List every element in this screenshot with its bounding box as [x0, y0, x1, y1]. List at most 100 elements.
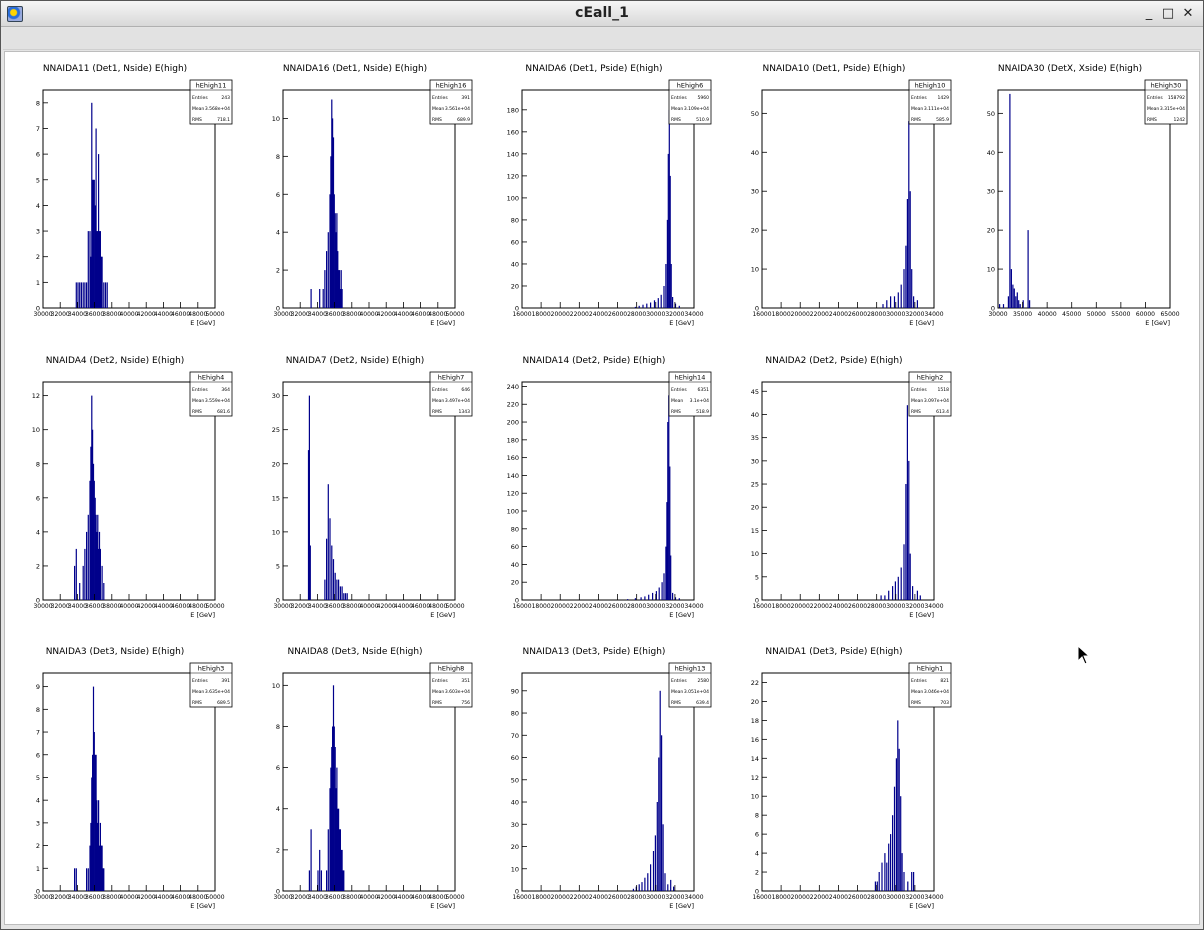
histogram-bar: [667, 422, 669, 600]
x-tick-label: 32000: [665, 894, 684, 901]
histogram-pad[interactable]: NNAIDA3 (Det3, Nside) E(high) 0 1 2 3 4 5 6 7 8 9 3…: [33, 647, 233, 910]
histogram-bar: [98, 531, 101, 600]
histogram-bar: [75, 868, 77, 891]
histogram-grid[interactable]: NNAIDA11 (Det1, Nside) E(high)0123456783…: [5, 52, 1201, 926]
stats-hist-name: hEhigh11: [196, 82, 227, 90]
plot-frame: [282, 672, 456, 892]
x-tick-label: 34000: [684, 311, 703, 318]
stats-value-mean: 3.315e+04: [1160, 106, 1185, 112]
histogram-bar: [319, 289, 321, 308]
histogram-bar: [655, 591, 657, 600]
y-tick-label: 2: [276, 267, 280, 275]
histogram-bar: [98, 548, 100, 600]
stats-box-frame: [908, 79, 952, 125]
root-canvas[interactable]: NNAIDA11 (Det1, Nside) E(high) 0 1 2 3 4 5 6 7 8 3…: [4, 51, 1200, 925]
histogram-pad[interactable]: NNAIDA2 (Det2, Pside) E(high) 0 5 10 15 20 25 3…: [751, 356, 952, 619]
x-tick-label: 16000: [752, 311, 771, 318]
histogram-bar: [79, 583, 81, 600]
histogram-pad[interactable]: NNAIDA8 (Det3, Nside E(high) 0 2 4 6 8 10 30000…: [272, 647, 473, 910]
histogram-bar: [905, 484, 907, 600]
histogram-pad[interactable]: NNAIDA30 (DetX, Xside) E(high) 0 10 20 30 40 5…: [987, 64, 1188, 327]
histogram-bar: [906, 405, 908, 600]
x-tick-label: 44000: [394, 311, 413, 318]
stats-value-rms: 681.6: [217, 409, 230, 415]
x-tick-label: 50000: [445, 311, 464, 318]
pad-title: NNAIDA8 (Det3, Nside E(high): [287, 647, 422, 657]
title-bar[interactable]: cEall_1 _ □ ✕: [1, 1, 1203, 27]
y-tick-label: 90: [511, 687, 519, 695]
x-tick-label: 44000: [154, 311, 173, 318]
stats-value-mean: 3.097e+04: [924, 398, 949, 404]
histogram-bar: [336, 767, 338, 891]
histogram-bar: [330, 156, 332, 308]
x-tick-label: 30000: [33, 311, 52, 318]
histogram-pad[interactable]: NNAIDA13 (Det3, Pside) E(high) 0 10 20 30 40 5…: [511, 647, 712, 910]
histogram-bar: [94, 205, 96, 308]
histogram-bar: [333, 726, 335, 891]
histogram-bar: [98, 800, 100, 891]
x-tick-label: 26000: [608, 894, 627, 901]
histogram-bar: [338, 579, 340, 600]
x-tick-label: 44000: [394, 894, 413, 901]
y-tick-label: 8: [36, 460, 40, 468]
root-app-icon[interactable]: [7, 6, 23, 22]
histogram-bar: [329, 194, 331, 308]
histogram-bar: [656, 802, 658, 891]
stats-box[interactable]: hEhigh14 Entries 6351 Mean 3.1e+04 RMS 518.9: [668, 371, 712, 417]
histogram-pad[interactable]: NNAIDA6 (Det1, Pside) E(high) 0 20 40 60 80 10…: [507, 64, 712, 327]
minimize-button[interactable]: _: [1145, 6, 1153, 21]
histogram-pad[interactable]: NNAIDA4 (Det2, Nside) E(high) 0 2 4 6 8 10 12 30…: [32, 356, 233, 619]
histogram-bar: [881, 862, 883, 891]
x-tick-label: 24000: [829, 603, 848, 610]
maximize-button[interactable]: □: [1161, 6, 1175, 21]
histogram-pad[interactable]: NNAIDA11 (Det1, Nside) E(high) 0 1 2 3 4 5 6 7 8 3…: [33, 64, 233, 327]
close-button[interactable]: ✕: [1182, 6, 1194, 21]
histogram-pad[interactable]: NNAIDA10 (Det1, Pside) E(high) 0 10 20 30 40 5…: [751, 64, 952, 327]
histogram-pad[interactable]: NNAIDA14 (Det2, Pside) E(high) 0 20 40 60 80 1…: [507, 356, 712, 619]
y-tick-label: 0: [755, 597, 759, 605]
stats-box-frame: [429, 662, 473, 708]
y-tick-label: 9: [36, 683, 40, 691]
histogram-bar: [95, 128, 97, 308]
y-tick-label: 4: [276, 805, 280, 813]
histogram-bar: [653, 300, 656, 308]
histogram-bar: [644, 596, 646, 600]
y-tick-label: 12: [32, 392, 40, 400]
y-tick-label: 160: [507, 128, 519, 136]
histogram-bar: [903, 544, 905, 600]
y-tick-label: 70: [511, 732, 519, 740]
histogram-pad[interactable]: NNAIDA1 (Det3, Pside) E(high) 0 2 4 6 8 10 12 14…: [751, 647, 952, 910]
y-tick-label: 50: [511, 776, 519, 784]
histogram-pad[interactable]: NNAIDA7 (Det2, Nside) E(high) 0 5 10 15 20 25 3…: [272, 356, 473, 619]
histogram-pad[interactable]: NNAIDA16 (Det1, Nside) E(high) 0 2 4 6 8 10 300…: [272, 64, 473, 327]
histogram-bar: [650, 864, 652, 891]
stats-value-mean: 3.111e+04: [924, 106, 949, 112]
y-tick-label: 30: [511, 821, 519, 829]
x-tick-label: 16000: [512, 603, 531, 610]
histogram-bar: [1018, 300, 1020, 308]
histogram-bar: [1022, 300, 1024, 308]
stats-label-mean: Mean: [911, 106, 923, 112]
histogram-bar: [91, 102, 93, 308]
y-tick-label: 0: [36, 888, 40, 896]
stats-label-rms: RMS: [1147, 117, 1157, 123]
x-tick-label: 42000: [377, 311, 396, 318]
histogram-bar: [893, 786, 896, 891]
y-tick-label: 40: [511, 561, 519, 569]
x-tick-label: 24000: [829, 894, 848, 901]
histogram-bar: [1029, 300, 1031, 308]
x-tick-label: 50000: [445, 894, 464, 901]
x-tick-label: 38000: [102, 603, 121, 610]
